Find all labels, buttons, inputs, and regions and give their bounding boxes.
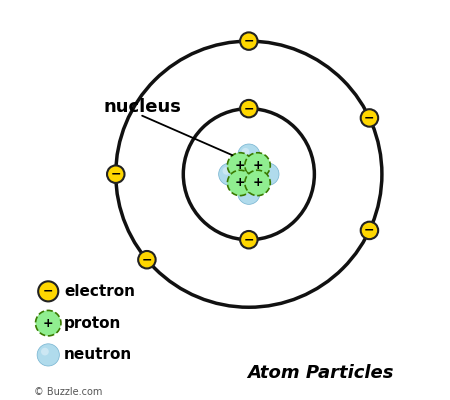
Circle shape xyxy=(361,222,378,239)
Text: −: − xyxy=(43,285,54,298)
Text: +: + xyxy=(252,176,263,190)
Circle shape xyxy=(257,163,279,185)
Text: −: − xyxy=(243,233,254,246)
Text: Atom Particles: Atom Particles xyxy=(247,364,394,382)
Circle shape xyxy=(38,281,58,302)
Circle shape xyxy=(138,251,156,268)
Text: −: − xyxy=(243,102,254,115)
Text: −: − xyxy=(364,224,375,237)
Circle shape xyxy=(240,100,257,117)
Text: −: − xyxy=(142,253,152,266)
Circle shape xyxy=(107,166,125,183)
Text: −: − xyxy=(243,35,254,48)
Circle shape xyxy=(223,167,230,175)
Circle shape xyxy=(242,148,249,156)
Text: electron: electron xyxy=(64,284,135,299)
Circle shape xyxy=(261,167,269,175)
Text: proton: proton xyxy=(64,316,122,331)
Circle shape xyxy=(41,348,49,356)
Circle shape xyxy=(227,170,253,196)
Text: +: + xyxy=(252,159,263,172)
Circle shape xyxy=(36,310,61,336)
Circle shape xyxy=(227,153,253,178)
Circle shape xyxy=(238,144,260,166)
Circle shape xyxy=(240,32,257,50)
Circle shape xyxy=(245,170,270,196)
Text: © Buzzle.com: © Buzzle.com xyxy=(34,387,103,397)
Text: +: + xyxy=(235,176,245,190)
Circle shape xyxy=(219,163,241,185)
Circle shape xyxy=(245,153,270,178)
Circle shape xyxy=(361,109,378,127)
Text: neutron: neutron xyxy=(64,348,132,362)
Circle shape xyxy=(240,231,257,248)
Circle shape xyxy=(242,186,249,194)
Text: +: + xyxy=(43,317,54,330)
Text: +: + xyxy=(235,159,245,172)
Circle shape xyxy=(37,344,59,366)
Text: nucleus: nucleus xyxy=(104,98,182,116)
Text: −: − xyxy=(364,112,375,124)
Circle shape xyxy=(238,182,260,204)
Text: −: − xyxy=(111,168,121,181)
